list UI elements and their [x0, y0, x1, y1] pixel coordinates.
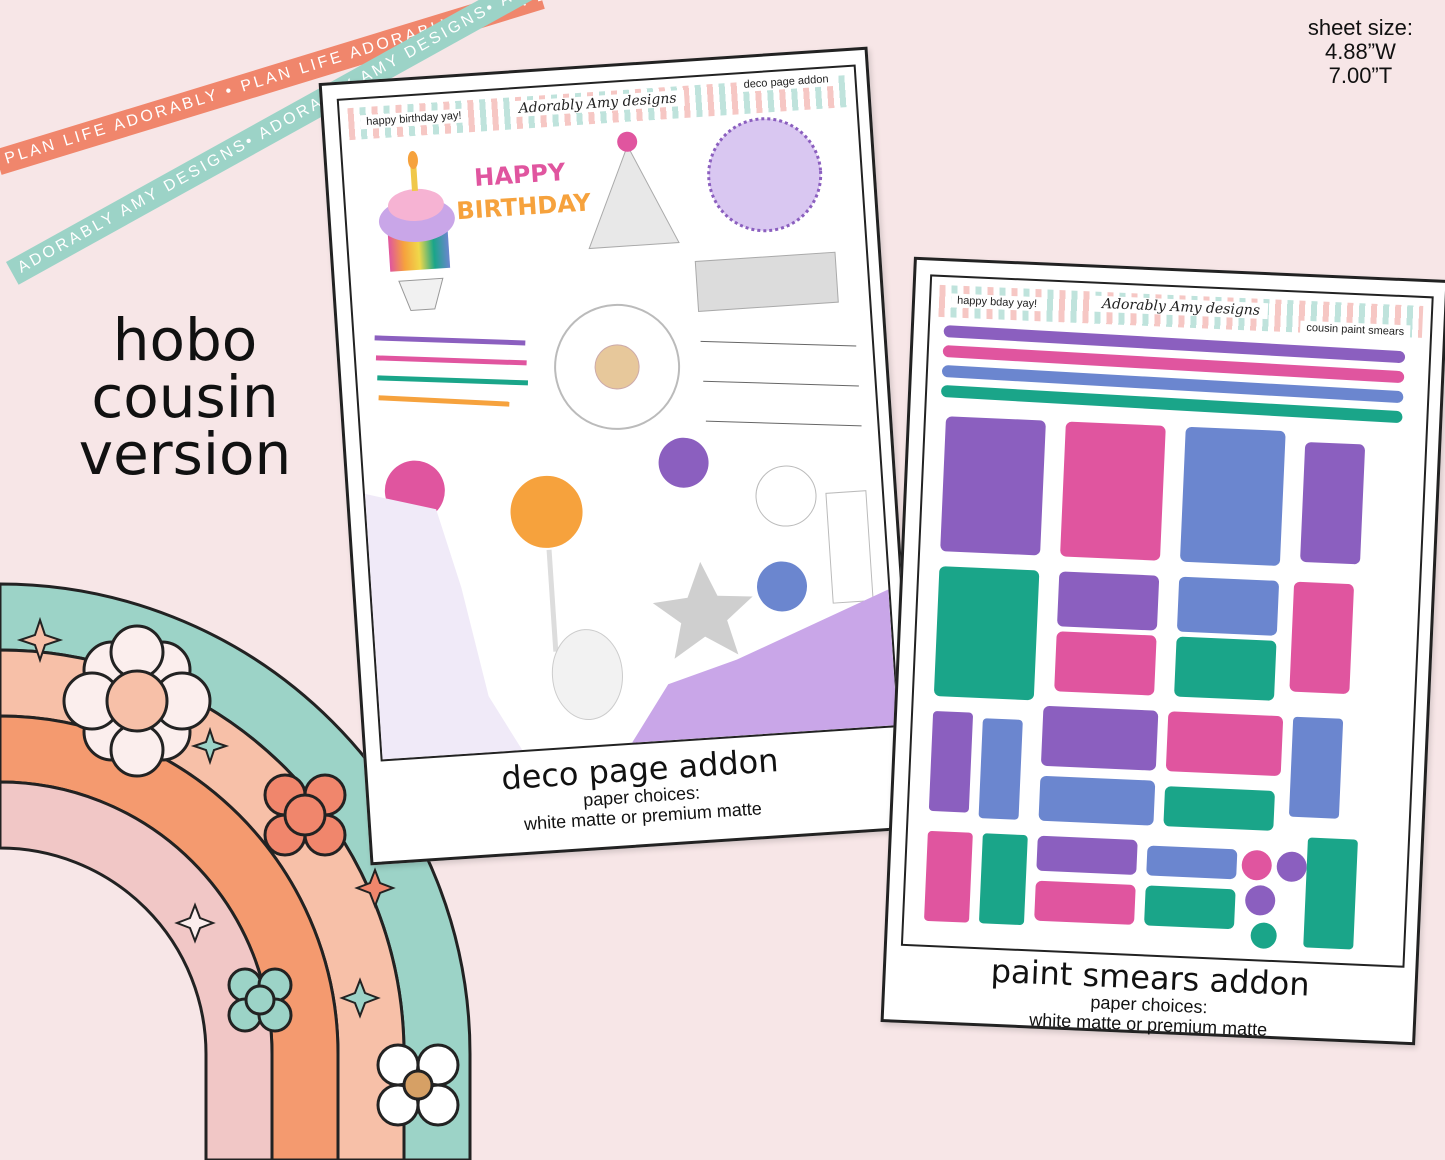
- deco-page-sheet[interactable]: happy birthday yay! Adorably Amy designs…: [318, 46, 920, 866]
- white-flower-sticker: [755, 465, 817, 527]
- smear-blocks: [924, 416, 1365, 950]
- long-smear-strips: [941, 325, 1406, 423]
- orange-flower-icon: [263, 773, 347, 857]
- sheet-size-height: 7.00”T: [1328, 63, 1393, 88]
- confetti-paper-sticker: [364, 493, 523, 760]
- sheet-size-width: 4.88”W: [1324, 39, 1396, 64]
- header-right-label: deco page addon: [737, 71, 835, 93]
- sparkle-icon: [16, 616, 64, 664]
- sheet-size-label: sheet size:: [1307, 15, 1413, 40]
- brand-logo: Adorably Amy designs: [1093, 295, 1269, 320]
- smiley-flower-icon: [62, 624, 212, 778]
- sparkle-icon: [190, 726, 230, 766]
- cupcake-sticker: [378, 151, 455, 311]
- header-left-label: happy birthday yay!: [359, 108, 468, 130]
- sheet-size-info: sheet size: 4.88”W 7.00”T: [1308, 16, 1413, 88]
- brand-logo: Adorably Amy designs: [510, 89, 686, 118]
- deco-sheet-sticker-area: happy birthday yay! Adorably Amy designs…: [336, 64, 900, 762]
- white-flower-icon: [376, 1043, 460, 1127]
- paint-smears-sheet[interactable]: happy bday yay! Adorably Amy designs cou…: [880, 256, 1445, 1046]
- gift-sticker: [694, 251, 839, 312]
- lollipop-sticker: [506, 471, 587, 552]
- rainbow-illustration: [0, 582, 472, 1160]
- gift-wrap-paper-sticker: [632, 589, 898, 743]
- version-line-3: version: [78, 420, 292, 488]
- version-title: hobo cousin version: [60, 306, 310, 488]
- purple-flower-sticker: [658, 437, 709, 488]
- sparkle-icon: [174, 902, 216, 944]
- party-hat-sticker: [588, 144, 680, 250]
- sparkle-icon: [354, 867, 396, 909]
- version-line-2: cousin: [91, 363, 279, 431]
- sparkle-icon: [339, 977, 381, 1019]
- bunting-sticker: [700, 340, 862, 427]
- happy-birthday-word-sticker: BIRTHDAY: [455, 188, 592, 225]
- paint-sheet-sticker-area: happy bday yay! Adorably Amy designs cou…: [900, 274, 1434, 968]
- paint-smear-stickers: [924, 325, 1406, 950]
- blue-flower-sticker: [757, 561, 808, 612]
- yellow-gift-sticker: [825, 490, 874, 604]
- star-balloon-sticker: [652, 561, 753, 659]
- birthday-plate-sticker: [707, 117, 823, 233]
- candles-sticker: [374, 335, 529, 407]
- happy-birthday-word-sticker: HAPPY: [473, 158, 566, 192]
- deco-stickers: HAPPY BIRTHDAY: [364, 117, 898, 760]
- balloon-sticker: [551, 629, 623, 721]
- header-left-label: happy bday yay!: [950, 293, 1044, 312]
- version-line-1: hobo: [112, 306, 258, 374]
- teal-flower-icon: [227, 967, 293, 1033]
